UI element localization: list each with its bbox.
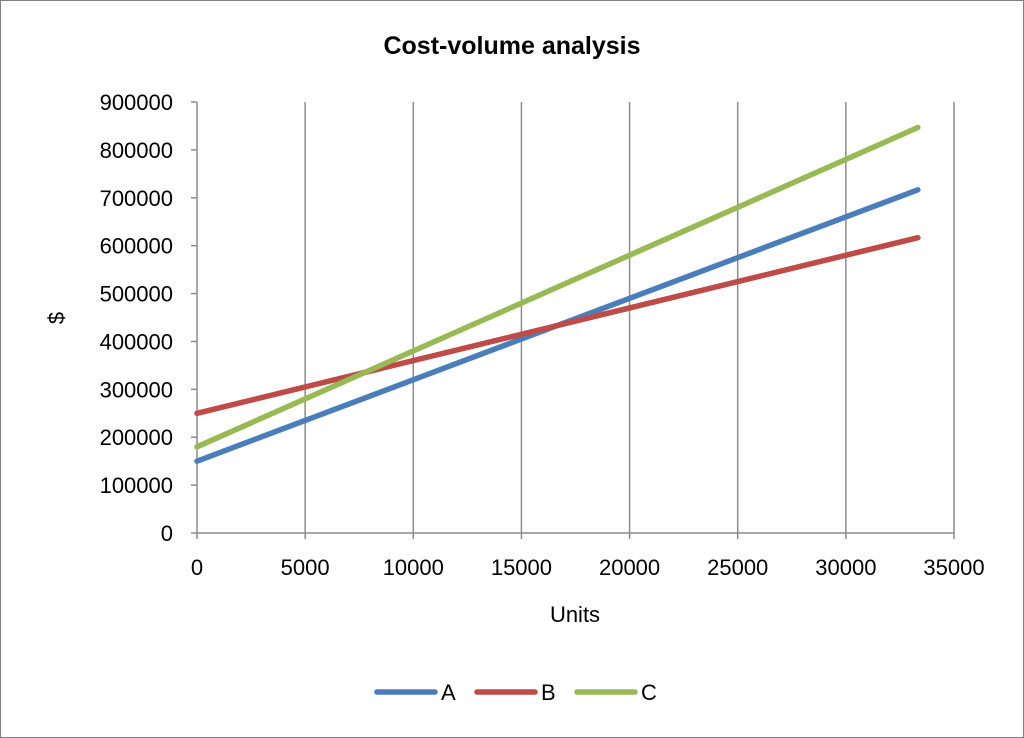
series-line-b <box>194 234 921 417</box>
x-tick-label: 0 <box>191 555 203 580</box>
series-line-c <box>194 124 921 450</box>
y-tick-label: 200000 <box>100 425 173 450</box>
legend-label-b: B <box>541 680 556 705</box>
x-tick-label: 30000 <box>815 555 876 580</box>
series-lines <box>194 124 921 464</box>
x-tick-label: 10000 <box>383 555 444 580</box>
x-tick-label: 5000 <box>281 555 330 580</box>
y-tick-label: 100000 <box>100 473 173 498</box>
x-tick-label: 35000 <box>923 555 984 580</box>
y-axis-label: $ <box>44 312 69 324</box>
y-tick-label: 600000 <box>100 234 173 259</box>
x-axis-label: Units <box>550 602 600 627</box>
y-tick-label: 700000 <box>100 186 173 211</box>
legend-label-a: A <box>441 680 456 705</box>
y-tick-label: 400000 <box>100 329 173 354</box>
x-tick-label: 20000 <box>599 555 660 580</box>
y-tick-label: 500000 <box>100 282 173 307</box>
chart-title: Cost-volume analysis <box>383 32 640 60</box>
x-tick-label: 15000 <box>491 555 552 580</box>
x-tick-label: 25000 <box>707 555 768 580</box>
legend: A B C <box>374 680 657 705</box>
y-tick-label: 300000 <box>100 377 173 402</box>
tick-labels: 0 5000 10000 15000 20000 25000 30000 35000 0 1000… <box>100 90 985 580</box>
grid <box>304 102 955 533</box>
y-tick-label: 800000 <box>100 138 173 163</box>
legend-label-c: C <box>641 680 657 705</box>
y-tick-label: 900000 <box>100 90 173 115</box>
y-tick-label: 0 <box>161 521 173 546</box>
